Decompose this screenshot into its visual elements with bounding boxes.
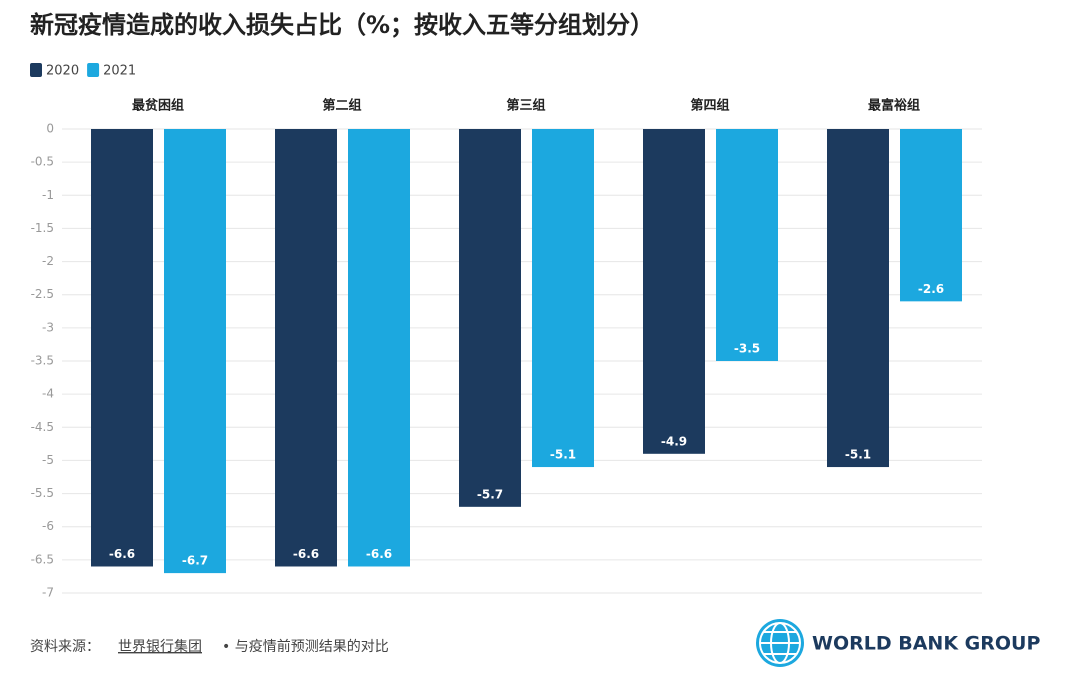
value-label: -2.6 [918, 282, 944, 296]
value-label: -3.5 [734, 342, 760, 356]
value-label: -6.6 [109, 547, 135, 561]
x-tick-label: 第二组 [322, 98, 361, 114]
source-link[interactable]: 世界银行集团 [118, 638, 202, 655]
value-label: -5.1 [550, 448, 576, 462]
y-tick-label: -0.5 [31, 155, 54, 169]
x-tick-label: 第三组 [506, 98, 545, 114]
y-tick-label: -5 [42, 453, 54, 467]
legend-label: 2021 [103, 64, 136, 79]
bar [532, 129, 594, 468]
legend-label: 2020 [46, 64, 79, 79]
y-tick-label: -1 [42, 188, 54, 202]
value-label: -6.6 [293, 547, 319, 561]
bar [827, 129, 889, 468]
y-tick-label: -4.5 [31, 420, 54, 434]
value-label: -6.7 [182, 554, 208, 568]
bar [348, 129, 410, 567]
source-text: • 与疫情前预测结果的对比 [222, 638, 389, 655]
y-tick-label: -2.5 [31, 287, 54, 301]
bar [900, 129, 962, 302]
logo-globe [756, 619, 804, 667]
value-label: -5.7 [477, 487, 503, 501]
y-tick-label: -3 [42, 320, 54, 334]
legend-swatch [87, 63, 100, 77]
y-tick-label: -6.5 [31, 552, 54, 566]
y-tick-label: 0 [46, 122, 54, 136]
bar [459, 129, 521, 507]
legend: 2020 2021 [30, 63, 136, 79]
value-label: -6.6 [366, 547, 392, 561]
value-label: -4.9 [661, 434, 687, 448]
x-tick-label: 第四组 [690, 98, 729, 114]
source-label: 资料来源： [30, 639, 100, 655]
x-tick-label: 最富裕组 [868, 98, 920, 114]
value-label: -5.1 [845, 448, 871, 462]
x-tick-label: 最贫困组 [132, 98, 184, 114]
bar [164, 129, 226, 574]
bar [275, 129, 337, 567]
bar [643, 129, 705, 454]
y-tick-label: -2 [42, 254, 54, 268]
chart-title: 新冠疫情造成的收入损失占比（%；按收入五等分组划分） [30, 11, 654, 39]
y-tick-label: -7 [42, 586, 54, 600]
y-tick-label: -5.5 [31, 486, 54, 500]
legend-swatch [30, 63, 42, 77]
y-tick-label: -1.5 [31, 221, 54, 235]
y-tick-label: -4 [42, 387, 54, 401]
y-tick-label: -3.5 [31, 354, 54, 368]
y-tick-label: -6 [42, 519, 54, 533]
bar [91, 129, 153, 567]
logo-text: WORLD BANK GROUP [812, 633, 1040, 655]
bar [716, 129, 778, 361]
